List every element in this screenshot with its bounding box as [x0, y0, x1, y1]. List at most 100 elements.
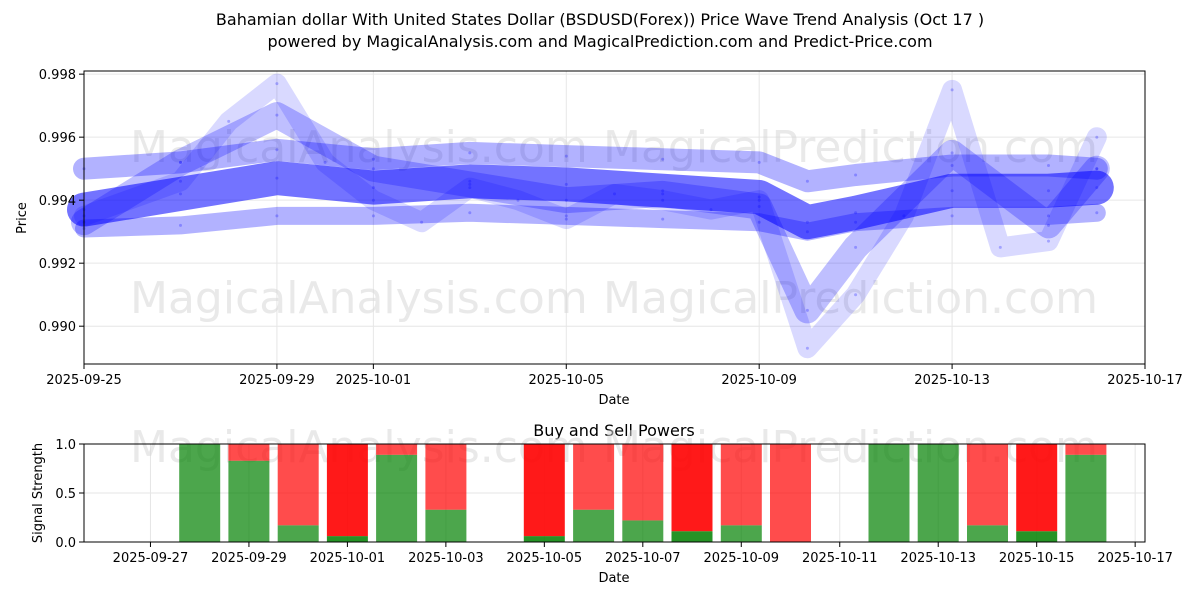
wave-point — [805, 308, 809, 312]
watermark-text: MagicalPrediction.com — [603, 122, 1098, 173]
sell-power-bar — [228, 444, 270, 461]
power-chart-title: Buy and Sell Powers — [533, 421, 695, 440]
wave-point — [179, 179, 182, 183]
wave-point — [564, 217, 568, 221]
x-tick-label: 2025-09-29 — [239, 373, 315, 388]
wave-point — [950, 164, 954, 167]
wave-point — [371, 214, 375, 218]
x-tick-label: 2025-10-09 — [703, 551, 779, 566]
x-tick-label: 2025-10-03 — [408, 551, 484, 566]
power-x-axis-label: Date — [598, 571, 629, 586]
y-tick-label: 0.998 — [39, 68, 76, 83]
wave-point — [854, 211, 858, 215]
wave-point — [709, 208, 713, 212]
wave-point — [757, 220, 761, 224]
wave-point — [468, 186, 472, 190]
wave-point — [902, 214, 906, 218]
wave-point — [275, 176, 279, 180]
wave-point — [1095, 167, 1099, 171]
wave-point — [371, 167, 375, 171]
x-tick-label: 2025-10-01 — [336, 373, 412, 388]
wave-point — [661, 217, 665, 221]
x-tick-label: 2025-10-17 — [1107, 373, 1183, 388]
wave-point — [805, 220, 809, 224]
wave-point — [661, 157, 665, 161]
wave-series-line — [67, 161, 1114, 240]
sell-power-bar — [770, 444, 811, 542]
y-tick-label: 0.996 — [39, 131, 76, 146]
sell-power-bar — [523, 444, 565, 537]
buy-power-bar — [622, 520, 664, 542]
x-tick-label: 2025-10-09 — [721, 373, 797, 388]
wave-point — [564, 214, 568, 218]
buy-power-bar — [326, 536, 368, 542]
sell-power-bar — [622, 444, 664, 521]
wave-point — [179, 160, 182, 164]
buy-power-bar — [671, 531, 713, 542]
x-tick-label: 2025-09-29 — [211, 551, 287, 566]
y-tick-label: 0.5 — [55, 487, 76, 502]
wave-point — [275, 214, 279, 218]
watermark-layer: MagicalAnalysis.com MagicalPrediction.co… — [130, 122, 1098, 324]
wave-point — [371, 186, 375, 190]
wave-point — [1047, 189, 1050, 193]
price-y-axis-label: Price — [15, 202, 30, 234]
power-y-axis-label: Signal Strength — [31, 443, 46, 543]
y-tick-label: 0.990 — [39, 320, 76, 335]
chart-subtitle: powered by MagicalAnalysis.com and Magic… — [267, 32, 932, 51]
wave-point — [516, 198, 520, 202]
x-tick-label: 2025-09-27 — [113, 551, 189, 566]
x-tick-label: 2025-10-11 — [802, 551, 878, 566]
wave-point — [468, 182, 472, 186]
wave-point — [468, 151, 472, 155]
wave-series-line — [75, 203, 1106, 241]
wave-point — [1095, 167, 1099, 171]
wave-point — [1047, 164, 1050, 167]
wave-point — [613, 192, 616, 196]
buy-power-bar — [720, 525, 762, 542]
wave-point — [950, 88, 954, 92]
x-tick-label: 2025-09-25 — [46, 373, 122, 388]
sell-power-bar — [425, 444, 467, 510]
x-tick-label: 2025-10-05 — [507, 551, 583, 566]
wave-point — [757, 195, 761, 199]
buy-power-bar — [277, 525, 319, 542]
buy-power-bar — [868, 444, 910, 542]
buy-power-bar — [967, 525, 1008, 542]
buy-power-bar — [523, 536, 565, 542]
buy-power-bar — [425, 509, 467, 542]
sell-power-bar — [573, 444, 615, 510]
wave-point — [950, 214, 954, 218]
x-tick-label: 2025-10-13 — [900, 551, 976, 566]
wave-point — [564, 182, 568, 186]
wave-point — [950, 189, 954, 193]
x-tick-label: 2025-10-05 — [528, 373, 604, 388]
watermark-text: MagicalAnalysis.com — [130, 273, 588, 324]
wave-point — [661, 192, 665, 196]
wave-point — [1095, 186, 1099, 190]
wave-point — [1047, 214, 1050, 218]
sell-power-bar — [1016, 444, 1058, 532]
wave-point — [805, 179, 809, 183]
wave-point — [275, 113, 279, 117]
wave-point — [420, 220, 424, 224]
wave-point — [805, 230, 809, 234]
wave-point — [371, 157, 375, 161]
wave-point — [854, 293, 858, 297]
x-tick-label: 2025-10-17 — [1097, 551, 1173, 566]
wave-point — [179, 223, 182, 227]
chart-title: Bahamian dollar With United States Dolla… — [216, 10, 984, 29]
power-x-axis: 2025-09-27 2025-09-29 2025-10-01 2025-10-03… — [113, 542, 1173, 566]
wave-point — [371, 198, 375, 202]
sell-power-bar — [720, 444, 762, 526]
sell-power-bar — [326, 444, 368, 537]
wave-point — [1095, 211, 1099, 215]
wave-point — [757, 205, 761, 208]
wave-point — [854, 220, 858, 224]
power-y-axis: 0.0 0.5 1.0 — [55, 438, 84, 551]
wave-point — [757, 198, 761, 202]
buy-power-bar — [1065, 454, 1107, 542]
y-tick-label: 1.0 — [55, 438, 76, 453]
